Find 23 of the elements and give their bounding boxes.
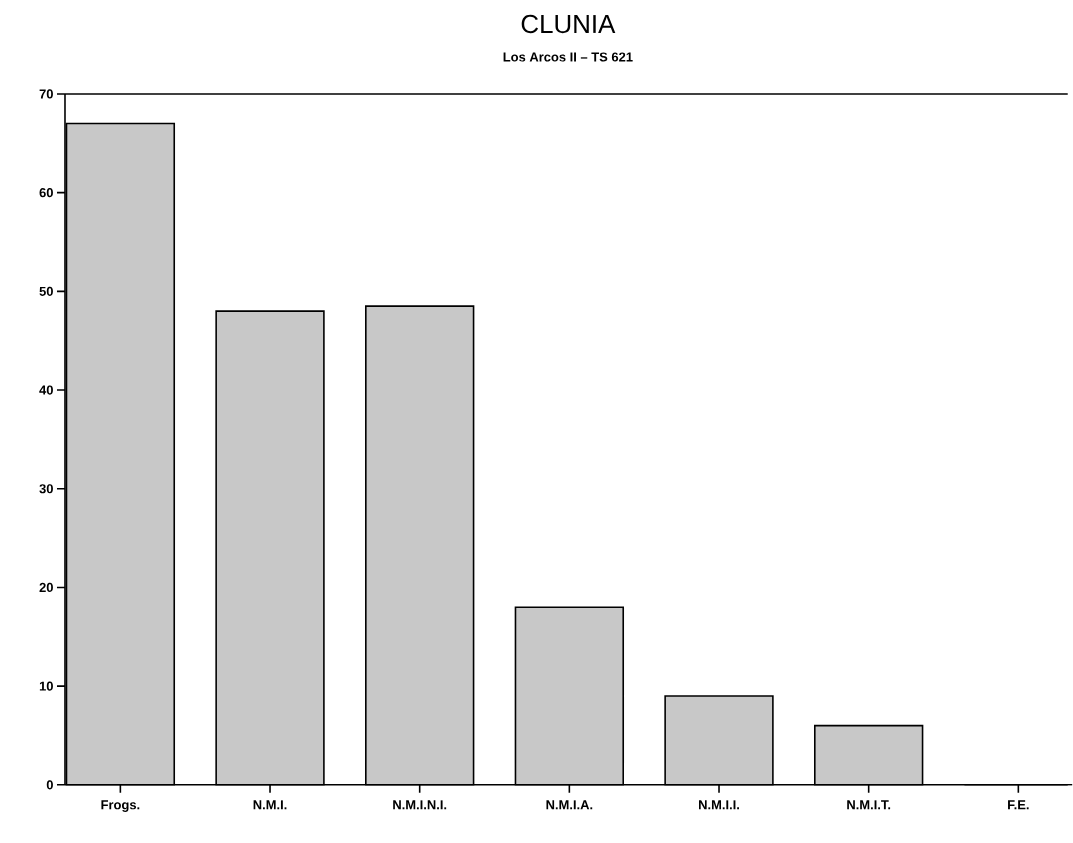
x-tick-label: N.M.I.I. [699,800,739,810]
y-tick-label: 20 [39,582,53,593]
y-tick-label: 50 [39,286,53,297]
y-tick-label: 10 [39,681,53,691]
x-tick-label: F.E. [1008,800,1029,810]
bar [515,607,624,785]
chart-subtitle: Los Arcos II – TS 621 [503,52,633,62]
x-tick-label: N.M.I. [253,800,287,810]
bar [814,725,923,785]
bar [665,696,773,785]
x-tick-label: N.M.I.A. [546,800,593,810]
y-tick-label: 40 [39,385,53,395]
y-tick-label: 30 [39,484,53,494]
bar [66,123,175,785]
y-tick-label: 70 [39,89,53,99]
y-tick-label: 0 [46,780,53,790]
x-tick-label: N.M.I.T. [847,800,891,810]
chart-title: CLUNIA [521,14,616,34]
bar [216,311,324,785]
x-tick-label: N.M.I.N.I. [393,800,447,810]
y-tick-label: 60 [39,188,53,198]
x-tick-label: Frogs. [101,800,140,813]
bar [365,306,474,785]
